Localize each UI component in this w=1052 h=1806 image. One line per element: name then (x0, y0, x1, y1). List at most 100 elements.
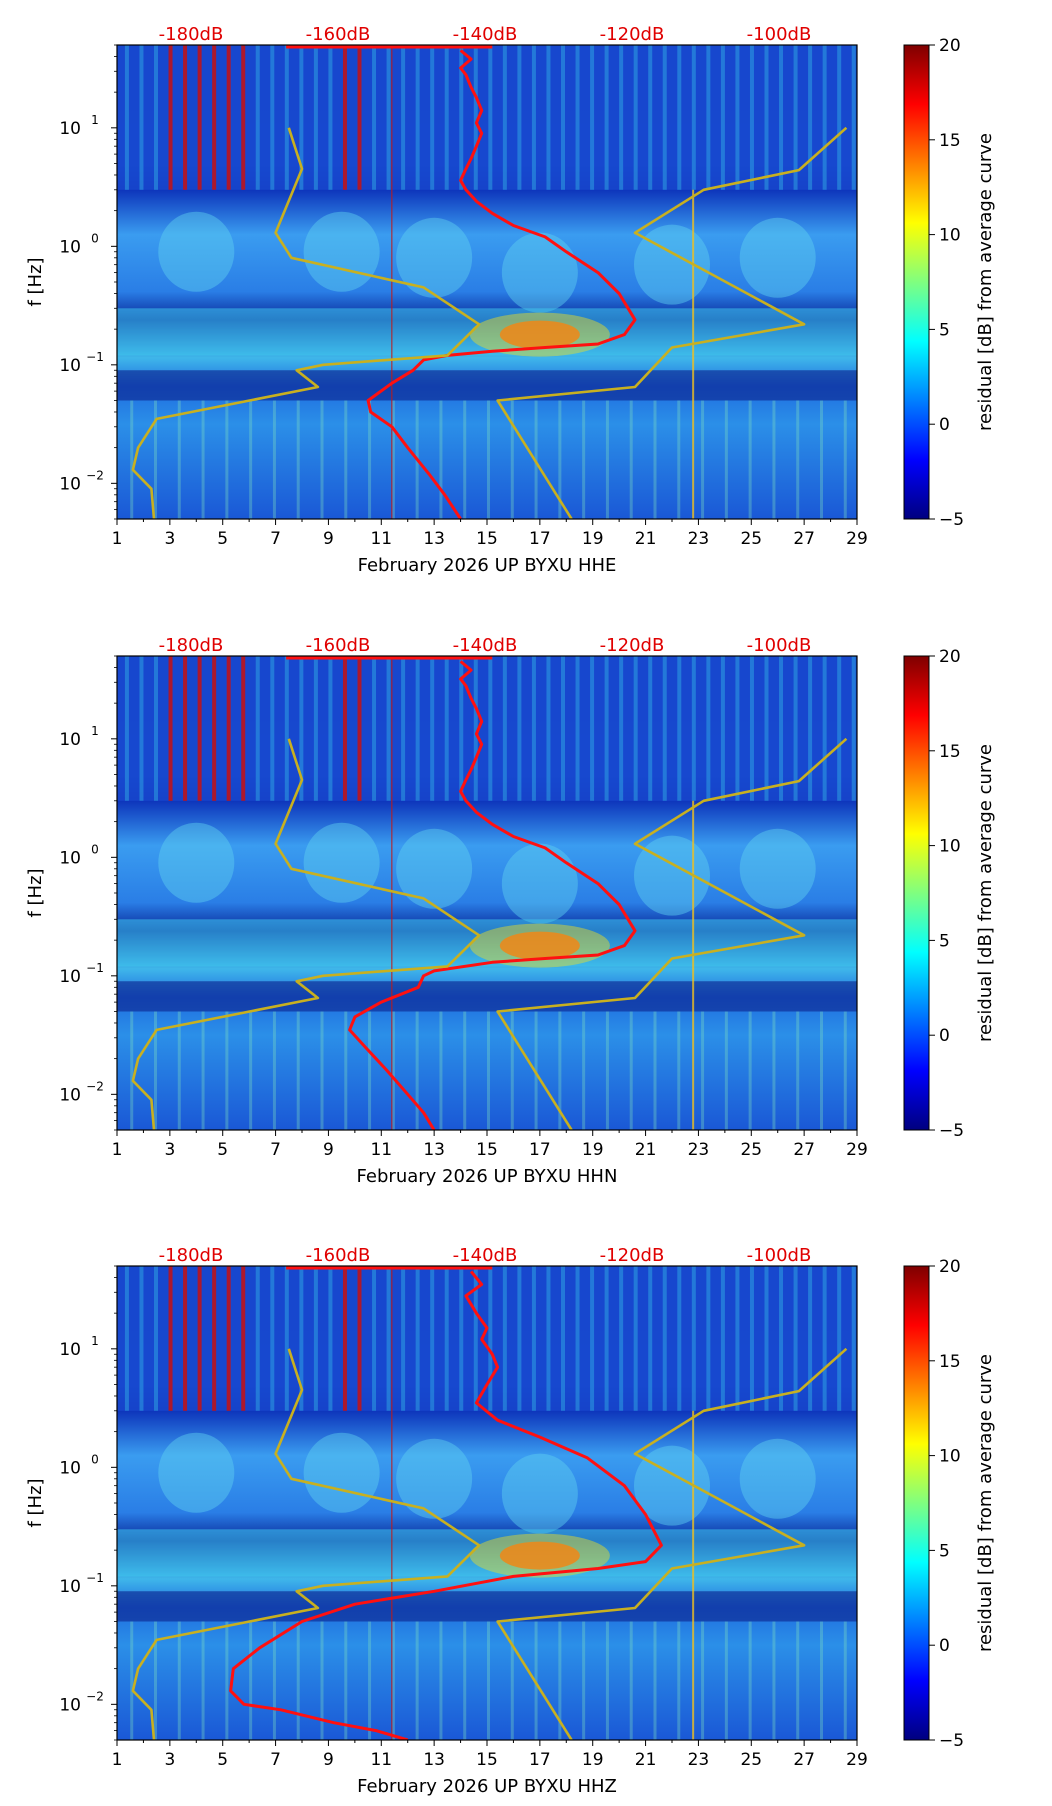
colorbar-tick-label: 0 (939, 415, 950, 435)
x-tick-label: 7 (270, 1750, 281, 1770)
heatmap-image (117, 1266, 857, 1740)
min-psd-curve (229, 1270, 663, 1740)
top-db-label: -180dB (159, 635, 224, 656)
x-axis-label: February 2026 UP BYXU HHZ (357, 1776, 617, 1797)
x-tick-label: 21 (635, 1750, 657, 1770)
x-tick-label: 11 (370, 1140, 392, 1160)
x-tick-label: 17 (529, 1750, 551, 1770)
colorbar-tick-label: 5 (939, 320, 950, 340)
top-db-label: -140dB (453, 635, 518, 656)
y-tick-exponent: −1 (86, 350, 104, 364)
y-tick-exponent: 1 (91, 113, 99, 127)
x-axis-label: February 2026 UP BYXU HHE (358, 555, 617, 576)
colorbar-tick-label: 5 (939, 931, 950, 951)
x-tick-label: 11 (370, 529, 392, 549)
x-tick-label: 13 (423, 1750, 445, 1770)
x-tick-label: 5 (217, 529, 228, 549)
x-tick-label: 23 (688, 1140, 710, 1160)
x-tick-label: 29 (846, 1140, 868, 1160)
top-db-label: -100dB (747, 1245, 812, 1266)
top-db-label: -160dB (306, 24, 371, 45)
x-tick-label: 29 (846, 529, 868, 549)
y-tick-exponent: −2 (86, 468, 104, 482)
colorbar-tick-label: 20 (939, 36, 961, 56)
x-tick-label: 7 (270, 1140, 281, 1160)
top-db-label: -180dB (159, 24, 224, 45)
y-tick-label: 10 (59, 1085, 81, 1105)
colorbar-tick-label: 10 (939, 226, 961, 246)
colorbar-tick-label: 15 (939, 1352, 961, 1372)
y-tick-exponent: 1 (91, 724, 99, 738)
top-db-label: -100dB (747, 24, 812, 45)
y-tick-label: 10 (59, 1340, 81, 1360)
y-tick-label: 10 (59, 730, 81, 750)
heatmap-image (117, 656, 857, 1130)
y-axis-label: f [Hz] (25, 868, 46, 917)
x-tick-label: 23 (688, 1750, 710, 1770)
x-tick-label: 7 (270, 529, 281, 549)
top-db-label: -100dB (747, 635, 812, 656)
max-psd-curve (131, 1348, 481, 1740)
colorbar-tick-label: 15 (939, 742, 961, 762)
x-tick-label: 21 (635, 529, 657, 549)
top-db-label: -120dB (600, 24, 665, 45)
min-psd-curve (366, 49, 637, 519)
x-tick-label: 11 (370, 1750, 392, 1770)
colorbar-tick-label: 15 (939, 131, 961, 151)
y-tick-label: 10 (59, 1695, 81, 1715)
y-tick-label: 10 (59, 967, 81, 987)
max-psd-curve (496, 126, 848, 519)
x-tick-label: 25 (740, 529, 762, 549)
max-psd-curve (131, 127, 481, 519)
colorbar (903, 655, 930, 1131)
y-tick-exponent: −2 (86, 1689, 104, 1703)
x-tick-label: 9 (323, 1750, 334, 1770)
y-tick-exponent: −1 (86, 961, 104, 975)
x-tick-label: 17 (529, 529, 551, 549)
colorbar-tick-label: 20 (939, 647, 961, 667)
y-tick-label: 10 (59, 356, 81, 376)
colorbar-tick-label: 10 (939, 837, 961, 857)
colorbar-label: residual [dB] from average curve (975, 1354, 996, 1652)
colorbar-label: residual [dB] from average curve (975, 133, 996, 431)
x-tick-label: 1 (112, 529, 123, 549)
max-psd-curve (131, 738, 481, 1130)
colorbar-label: residual [dB] from average curve (975, 744, 996, 1042)
x-tick-label: 1 (112, 1140, 123, 1160)
x-tick-label: 9 (323, 1140, 334, 1160)
x-tick-label: 27 (793, 1750, 815, 1770)
x-tick-label: 23 (688, 529, 710, 549)
x-tick-label: 19 (582, 529, 604, 549)
y-tick-label: 10 (59, 1577, 81, 1597)
y-tick-exponent: −1 (86, 1571, 104, 1585)
y-tick-label: 10 (59, 474, 81, 494)
y-tick-label: 10 (59, 119, 81, 139)
heatmap-image (117, 45, 857, 519)
y-axis-label: f [Hz] (25, 257, 46, 306)
x-tick-label: 29 (846, 1750, 868, 1770)
x-tick-label: 5 (217, 1750, 228, 1770)
colorbar-tick-label: −5 (939, 1731, 964, 1751)
y-tick-label: 10 (59, 1458, 81, 1478)
x-tick-label: 13 (423, 1140, 445, 1160)
y-tick-exponent: 0 (91, 231, 99, 245)
top-db-label: -140dB (453, 1245, 518, 1266)
colorbar-tick-label: 0 (939, 1636, 950, 1656)
colorbar-tick-label: 5 (939, 1541, 950, 1561)
colorbar (903, 44, 930, 520)
top-db-label: -140dB (453, 24, 518, 45)
x-tick-label: 25 (740, 1750, 762, 1770)
y-tick-label: 10 (59, 237, 81, 257)
x-tick-label: 9 (323, 529, 334, 549)
x-tick-label: 13 (423, 529, 445, 549)
x-tick-label: 15 (476, 529, 498, 549)
x-tick-label: 3 (164, 529, 175, 549)
colorbar-tick-label: −5 (939, 1121, 964, 1141)
top-db-label: -180dB (159, 1245, 224, 1266)
max-psd-curve (496, 737, 848, 1130)
x-axis-label: February 2026 UP BYXU HHN (357, 1166, 618, 1187)
colorbar (903, 1265, 930, 1741)
